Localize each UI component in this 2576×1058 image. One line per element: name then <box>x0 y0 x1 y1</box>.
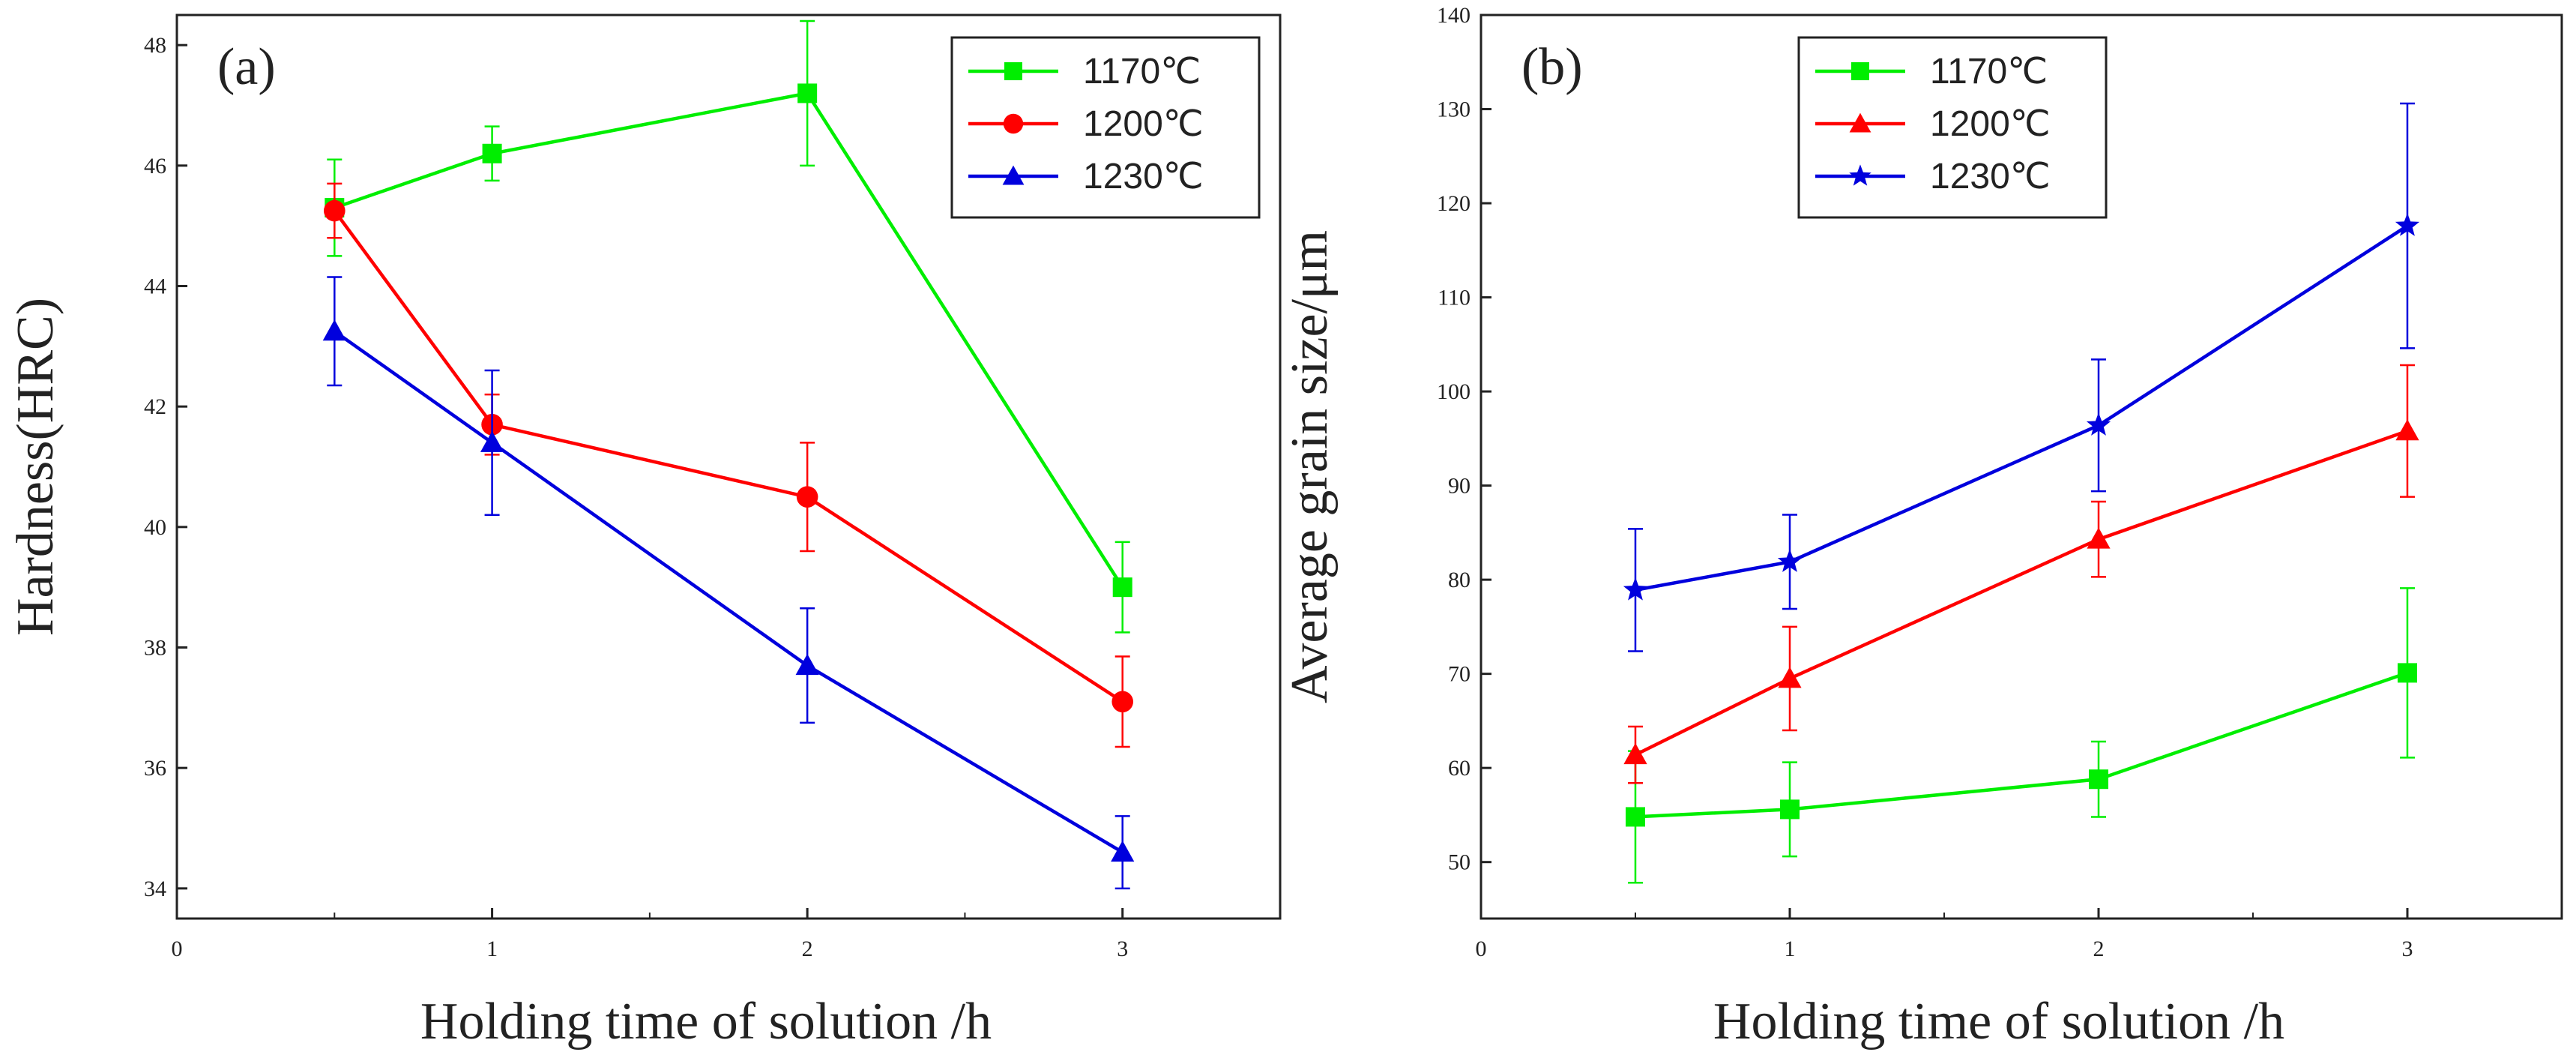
y-tick-label: 60 <box>1448 756 1471 781</box>
panel-label: (b) <box>1521 38 1583 96</box>
y-tick-label: 40 <box>144 515 166 540</box>
data-point <box>1112 577 1132 598</box>
y-tick-label: 38 <box>144 636 166 661</box>
data-point <box>1626 807 1645 827</box>
series-1230℃ <box>1623 102 2420 652</box>
data-point <box>1623 577 1648 601</box>
legend: 1170℃ 1200℃ 1230℃ <box>950 36 1261 219</box>
data-point <box>2395 419 2419 441</box>
x-tick-label: 2 <box>2093 937 2105 961</box>
legend-swatch-marker <box>1004 62 1022 80</box>
legend-entry: 1170℃ <box>1930 52 2048 91</box>
data-point <box>1111 841 1135 862</box>
data-point <box>2087 527 2111 549</box>
series-line <box>1635 224 2409 592</box>
data-point <box>795 654 819 676</box>
legend-box <box>950 36 1261 219</box>
y-tick-label: 80 <box>1448 568 1471 592</box>
legend-entry: 1200℃ <box>1083 104 1204 144</box>
data-point <box>2089 769 2108 790</box>
y-tick-label: 46 <box>144 154 166 178</box>
data-point <box>323 199 346 222</box>
x-tick-label: 0 <box>1476 937 1487 961</box>
legend-swatch-marker <box>1849 164 1871 186</box>
series-line <box>1635 671 2408 819</box>
x-axis-label: Holding time of solution /h <box>420 993 992 1051</box>
data-point <box>1623 742 1647 765</box>
x-tick-label: 3 <box>1117 937 1128 961</box>
y-tick-label: 90 <box>1448 474 1471 499</box>
series-1200℃ <box>323 182 1134 748</box>
y-tick-label: 70 <box>1448 662 1471 687</box>
y-tick-label: 110 <box>1438 286 1471 310</box>
x-tick-label: 0 <box>172 937 183 961</box>
data-point <box>480 430 504 452</box>
x-axis-label: Holding time of solution /h <box>1713 993 2284 1051</box>
x-tick-label: 3 <box>2402 937 2413 961</box>
x-tick-label: 1 <box>486 937 498 961</box>
data-point <box>482 143 502 163</box>
legend-box <box>1797 36 2108 219</box>
data-point <box>1111 691 1134 713</box>
series-line <box>334 329 1123 854</box>
data-point <box>1778 667 1802 688</box>
legend-swatch-marker <box>1849 112 1871 133</box>
y-tick-label: 48 <box>144 33 166 58</box>
y-axis-label: Hardness(HRC) <box>7 298 64 636</box>
panel-label: (a) <box>217 38 276 96</box>
legend-entry: 1200℃ <box>1930 104 2051 144</box>
series-1170℃ <box>1626 587 2417 884</box>
legend-swatch-marker <box>1003 113 1024 134</box>
y-axis-label: Average grain size/μm <box>1281 230 1339 703</box>
chart-panel-a: 0 1 2 3 34 36 38 40 42 44 46 48 Holding time of solu… <box>7 13 1282 1051</box>
x-tick-label: 2 <box>802 937 813 961</box>
data-point <box>1780 799 1800 820</box>
chart-panel-b: 0 1 2 3 50 60 70 80 90 100 110 120 130 140 Holding tim… <box>1281 3 2563 1051</box>
legend-entry: 1230℃ <box>1930 157 2051 196</box>
y-tick-label: 44 <box>144 274 166 299</box>
y-tick-label: 100 <box>1437 379 1471 404</box>
y-tick-label: 50 <box>1448 850 1471 875</box>
series-line <box>333 209 1123 703</box>
legend-swatch-marker <box>1851 62 1869 80</box>
x-tick-label: 1 <box>1785 937 1796 961</box>
series-line <box>1635 429 2408 757</box>
y-tick-label: 140 <box>1437 3 1471 28</box>
plot-frame <box>175 13 1282 920</box>
data-point <box>2395 213 2420 236</box>
plot-frame <box>1479 13 2563 920</box>
data-point <box>2086 412 2111 436</box>
y-tick-label: 36 <box>144 756 166 781</box>
data-point <box>797 83 818 103</box>
data-point <box>1777 549 1803 572</box>
series-1200℃ <box>1623 364 2419 784</box>
series-line <box>334 91 1124 589</box>
legend: 1170℃ 1200℃ 1230℃ <box>1797 36 2108 219</box>
data-point <box>2398 663 2417 683</box>
data-point <box>322 319 346 341</box>
y-tick-label: 34 <box>144 877 166 901</box>
legend-entry: 1230℃ <box>1083 157 1204 196</box>
series-1230℃ <box>322 276 1135 890</box>
legend-swatch-marker <box>1002 165 1025 185</box>
y-tick-label: 42 <box>144 394 166 419</box>
y-tick-label: 130 <box>1437 97 1471 122</box>
legend-entry: 1170℃ <box>1083 52 1201 91</box>
y-tick-label: 120 <box>1437 191 1471 216</box>
data-point <box>796 486 818 508</box>
